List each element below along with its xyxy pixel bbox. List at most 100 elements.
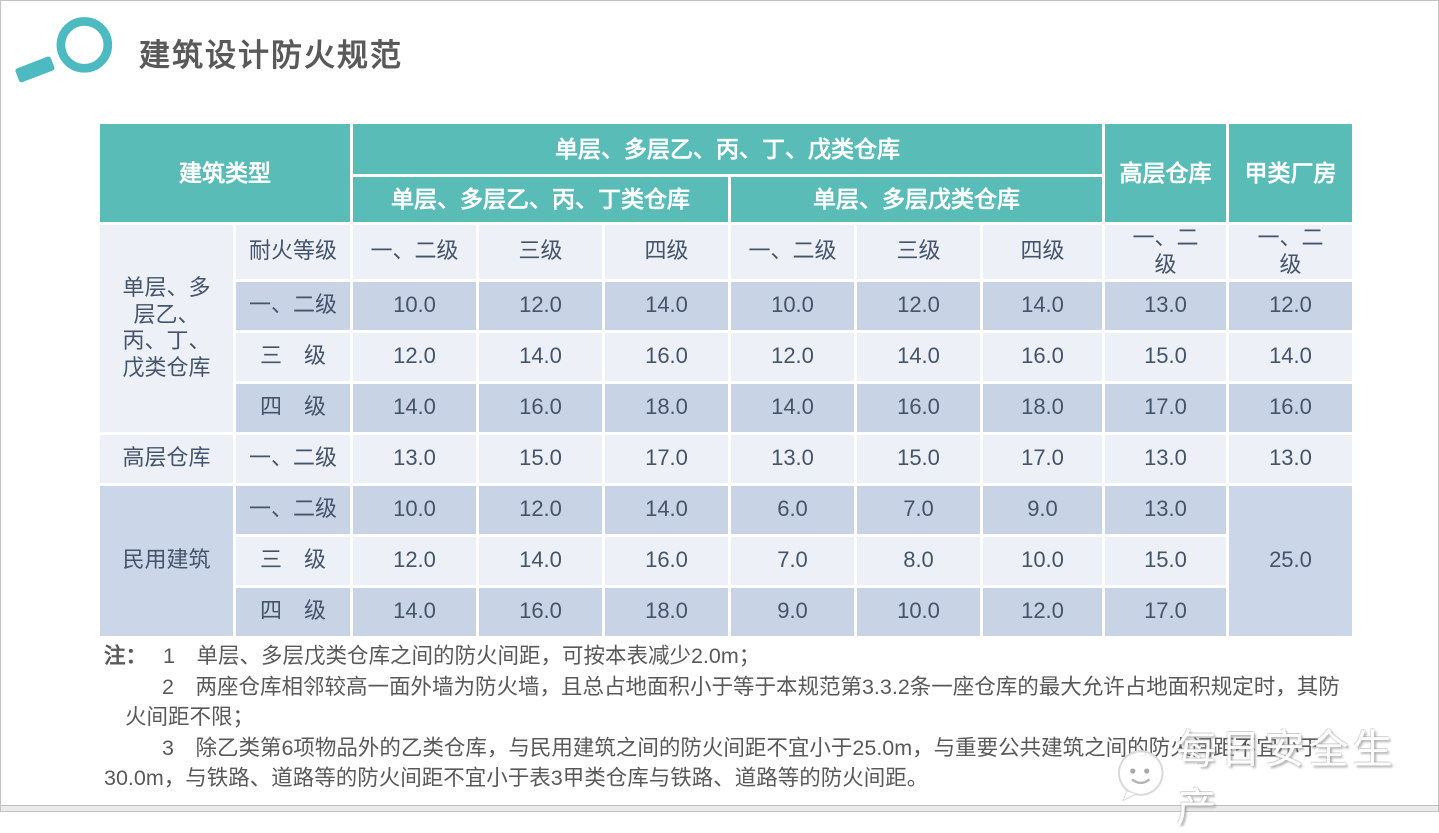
value-cell: 10.0 [353,485,476,534]
value-cell: 15.0 [857,434,980,483]
value-cell: 13.0 [1104,281,1226,330]
fire-rating-row: 单层、多层乙、丙、丁、戊类仓库 耐火等级 一、二级 三级 四级 一、二级 三级 … [100,225,1352,432]
value-cell: 14.0 [353,587,476,636]
table-row: 四 级 14.0 16.0 18.0 14.0 16.0 18.0 17.0 1… [100,383,1352,432]
value-cell: 12.0 [731,332,854,381]
rating-col: 三级 [857,225,980,279]
rating-col: 四级 [605,225,728,279]
row-group-civil: 民用建筑 [100,485,234,636]
value-cell: 13.0 [1104,485,1226,534]
row-label: 四 级 [236,587,350,636]
high-rise-warehouse-header: 高层仓库 [1104,124,1226,222]
rating-col: 一、二级 [1104,225,1226,279]
note-text-1: 1 单层、多层戊类仓库之间的防火间距，可按本表减少2.0m； [163,644,761,668]
table-row: 高层仓库 一、二级 13.0 15.0 17.0 13.0 15.0 17.0 … [100,434,1352,483]
header-row-1: 建筑类型 单层、多层乙、丙、丁、戊类仓库 高层仓库 甲类厂房 [100,124,1352,222]
value-cell: 17.0 [1104,587,1226,636]
mascot-face-icon [1117,750,1164,802]
row-label: 三 级 [236,536,350,585]
rating-col: 三级 [479,225,602,279]
value-cell: 14.0 [479,536,602,585]
value-cell: 17.0 [605,434,728,483]
value-cell: 17.0 [1104,383,1226,432]
watermark-text: 每日安全生产 [1176,728,1397,830]
fire-distance-table: 建筑类型 单层、多层乙、丙、丁、戊类仓库 高层仓库 甲类厂房 单层、多层乙、丙、… [97,121,1355,639]
row-group-high-rise: 高层仓库 [100,434,234,483]
value-cell: 16.0 [605,536,728,585]
note-line-1: 注： 1 单层、多层戊类仓库之间的防火间距，可按本表减少2.0m； [104,641,1352,672]
value-cell: 15.0 [1104,536,1226,585]
row-label: 一、二级 [236,281,350,330]
value-cell: 12.0 [479,281,602,330]
fire-rating-label: 耐火等级 [236,225,350,279]
row-label: 一、二级 [236,485,350,534]
notes-label: 注： [104,644,148,668]
table-row: 一、二级 10.0 12.0 14.0 10.0 12.0 14.0 13.0 … [100,281,1352,330]
bottom-strip [1,805,1438,811]
value-cell: 14.0 [731,383,854,432]
value-cell: 13.0 [353,434,476,483]
value-cell: 16.0 [1228,383,1352,432]
table-row: 四 级 14.0 16.0 18.0 9.0 10.0 12.0 17.0 [100,587,1352,636]
row-label: 一、二级 [236,434,350,483]
value-cell: 17.0 [983,434,1102,483]
value-cell: 9.0 [731,587,854,636]
value-cell: 10.0 [857,587,980,636]
rating-col: 一、二级 [1228,225,1352,279]
row-group-warehouse: 单层、多层乙、丙、丁、戊类仓库 [100,225,234,432]
value-cell: 15.0 [479,434,602,483]
warehouse-bcd-header: 单层、多层乙、丙、丁类仓库 [353,177,728,222]
row-label: 四 级 [236,383,350,432]
value-cell: 16.0 [479,587,602,636]
value-cell: 14.0 [479,332,602,381]
magnifier-icon [15,17,113,83]
value-cell: 13.0 [1104,434,1226,483]
civil-class-a-merged-cell: 25.0 [1228,485,1352,636]
value-cell: 15.0 [1104,332,1226,381]
value-cell: 16.0 [857,383,980,432]
value-cell: 12.0 [857,281,980,330]
title-row: 建筑设计防火规范 [15,15,403,89]
page-title: 建筑设计防火规范 [139,37,403,73]
warehouse-group-header: 单层、多层乙、丙、丁、戊类仓库 [353,124,1102,174]
value-cell: 6.0 [731,485,854,534]
value-cell: 10.0 [731,281,854,330]
notes-block: 注： 1 单层、多层戊类仓库之间的防火间距，可按本表减少2.0m； 2 两座仓库相… [104,641,1352,794]
value-cell: 10.0 [353,281,476,330]
note-line-2: 2 两座仓库相邻较高一面外墙为防火墙，且总占地面积小于等于本规范第3.3.2条一… [125,674,1340,730]
class-a-factory-header: 甲类厂房 [1228,124,1352,222]
value-cell: 10.0 [983,536,1102,585]
value-cell: 12.0 [479,485,602,534]
value-cell: 8.0 [857,536,980,585]
row-label: 三 级 [236,332,350,381]
value-cell: 14.0 [857,332,980,381]
value-cell: 13.0 [1228,434,1352,483]
rating-col: 一、二级 [353,225,476,279]
table-row: 三 级 12.0 14.0 16.0 12.0 14.0 16.0 15.0 1… [100,332,1352,381]
value-cell: 18.0 [983,383,1102,432]
building-type-header: 建筑类型 [100,124,350,222]
rating-col: 一、二级 [731,225,854,279]
value-cell: 14.0 [983,281,1102,330]
value-cell: 9.0 [983,485,1102,534]
warehouse-e-header: 单层、多层戊类仓库 [731,177,1102,222]
value-cell: 16.0 [983,332,1102,381]
value-cell: 14.0 [605,281,728,330]
value-cell: 13.0 [731,434,854,483]
value-cell: 7.0 [731,536,854,585]
value-cell: 12.0 [353,536,476,585]
rating-col: 四级 [983,225,1102,279]
value-cell: 14.0 [605,485,728,534]
value-cell: 16.0 [479,383,602,432]
value-cell: 12.0 [983,587,1102,636]
value-cell: 12.0 [1228,281,1352,330]
table-row: 民用建筑 一、二级 10.0 12.0 14.0 6.0 7.0 9.0 13.… [100,485,1352,636]
value-cell: 12.0 [353,332,476,381]
value-cell: 14.0 [353,383,476,432]
value-cell: 14.0 [1228,332,1352,381]
watermark: 每日安全生产 [1113,717,1438,833]
value-cell: 18.0 [605,383,728,432]
value-cell: 18.0 [605,587,728,636]
header-row-2: 单层、多层乙、丙、丁类仓库 单层、多层戊类仓库 [100,177,1352,222]
